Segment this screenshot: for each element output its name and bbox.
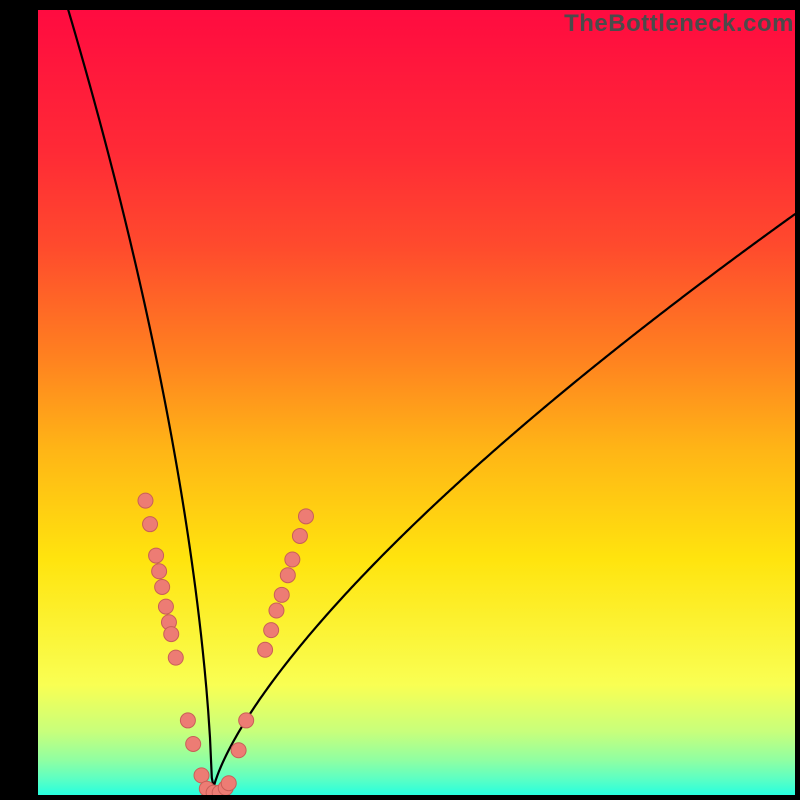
measurement-marker (152, 564, 167, 579)
measurement-marker (292, 528, 307, 543)
measurement-marker (298, 509, 313, 524)
measurement-marker (280, 568, 295, 583)
measurement-marker (269, 603, 284, 618)
measurement-marker (258, 642, 273, 657)
plot-svg (38, 10, 795, 795)
measurement-marker (155, 579, 170, 594)
measurement-marker (149, 548, 164, 563)
measurement-marker (164, 627, 179, 642)
measurement-marker (138, 493, 153, 508)
measurement-marker (158, 599, 173, 614)
measurement-marker (180, 713, 195, 728)
measurement-marker (143, 517, 158, 532)
chart-root: TheBottleneck.com (0, 0, 800, 800)
watermark: TheBottleneck.com (564, 10, 794, 38)
gradient-background (38, 10, 795, 795)
measurement-marker (221, 776, 236, 791)
measurement-marker (231, 743, 246, 758)
measurement-marker (168, 650, 183, 665)
measurement-marker (186, 736, 201, 751)
measurement-marker (285, 552, 300, 567)
plot-area (38, 10, 795, 795)
measurement-marker (194, 768, 209, 783)
measurement-marker (264, 623, 279, 638)
measurement-marker (274, 587, 289, 602)
measurement-marker (239, 713, 254, 728)
